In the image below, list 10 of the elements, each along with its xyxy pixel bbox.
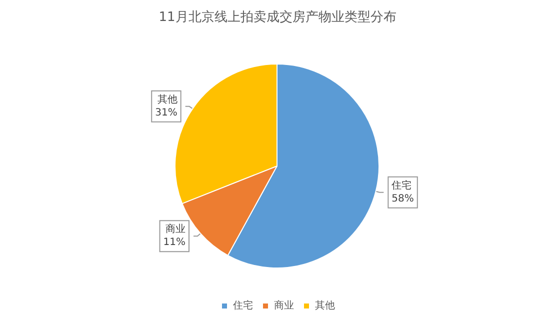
- data-label: 31%: [155, 107, 178, 118]
- slice-label: 其他: [157, 93, 178, 106]
- slice-label: 住宅: [392, 179, 412, 192]
- chart-title: 11月北京线上拍卖成交房产物业类型分布: [158, 9, 396, 25]
- legend-label: 商业: [274, 300, 294, 312]
- data-label: 58%: [392, 193, 414, 204]
- slice-label: 商业: [165, 223, 186, 236]
- data-label: 11%: [163, 237, 186, 248]
- legend-label: 住宅: [233, 300, 253, 312]
- legend-label: 其他: [315, 300, 335, 312]
